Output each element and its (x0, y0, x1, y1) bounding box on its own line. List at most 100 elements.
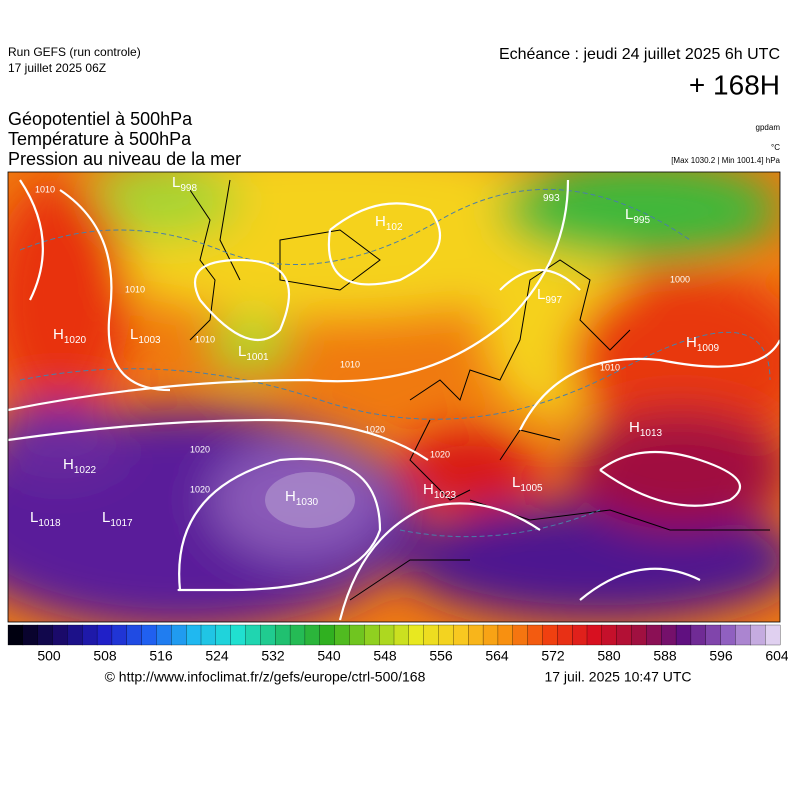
colorbar-swatch (304, 624, 321, 646)
center-kind: L (30, 509, 38, 526)
pressure-center: L998 (172, 174, 197, 194)
center-value: 1020 (64, 335, 87, 346)
pressure-center: L997 (537, 286, 562, 306)
colorbar-swatch (631, 624, 647, 646)
colorbar: 500 508 516 524 532 540 548 556 564 572 580 588 596 6… (7, 624, 788, 664)
isobar-label: 1000 (670, 274, 690, 284)
pressure-center: 993 (543, 193, 560, 204)
center-value: 102 (386, 222, 403, 233)
center-kind: L (172, 174, 180, 191)
center-kind: H (423, 481, 434, 498)
isobar-label: 1010 (600, 362, 620, 372)
center-kind: L (102, 509, 110, 526)
colorbar-tick-label: 532 (261, 648, 285, 664)
center-value: 1023 (434, 490, 457, 501)
center-value: 1018 (38, 518, 61, 529)
center-kind: L (130, 326, 138, 343)
unit: gpdam (756, 123, 781, 132)
colorbar-swatch (349, 624, 365, 646)
colorbar-swatch (52, 624, 68, 646)
pressure-center: H1022 (63, 456, 97, 476)
center-value: 1030 (296, 497, 319, 508)
unit: °C (771, 143, 780, 152)
pressure-center: L1018 (30, 509, 61, 529)
colorbar-tick-label: 596 (709, 648, 733, 664)
pressure-center: H1030 (285, 488, 319, 508)
title: Géopotentiel à 500hPa (8, 109, 193, 129)
colorbar-tick-label: 508 (93, 648, 117, 664)
run-name: Run GEFS (run controle) (8, 45, 141, 59)
colorbar-swatch (705, 624, 722, 646)
colorbar-swatch (542, 624, 558, 646)
colorbar-tick-label: 588 (653, 648, 677, 664)
colorbar-tick-label: 564 (485, 648, 509, 664)
colorbar-swatch (586, 624, 603, 646)
center-kind: H (686, 334, 697, 351)
center-value: 1017 (110, 518, 133, 529)
colorbar-swatch (171, 624, 187, 646)
colorbar-swatch (438, 624, 454, 646)
pressure-center: L995 (625, 206, 650, 226)
isobar-label: 1020 (430, 449, 450, 459)
colorbar-swatch (497, 624, 514, 646)
colorbar-tick-label: 516 (149, 648, 173, 664)
center-kind: L (512, 474, 520, 491)
isobar-label: 1020 (190, 444, 210, 454)
colorbar-swatch (82, 624, 98, 646)
colorbar-swatch (408, 624, 425, 646)
center-value: 993 (543, 193, 560, 204)
colorbar-swatch (482, 624, 499, 646)
colorbar-swatch (661, 624, 677, 646)
title: Température à 500hPa (8, 129, 192, 149)
generated-time: 17 juil. 2025 10:47 UTC (544, 669, 691, 685)
colorbar-tick-label: 540 (317, 648, 341, 664)
isobar-label: 1010 (125, 284, 145, 294)
colorbar-swatch (319, 624, 336, 646)
colorbar-swatch (512, 624, 529, 646)
pressure-center: L1003 (130, 326, 161, 346)
colorbar-swatch (260, 624, 276, 646)
colorbar-swatch (289, 624, 306, 646)
colorbar-tick-label: 572 (541, 648, 565, 664)
colorbar-swatch (111, 624, 128, 646)
colorbar-swatch (126, 624, 143, 646)
colorbar-swatch (7, 624, 24, 646)
isobar-label: 1010 (35, 184, 55, 194)
colorbar-swatch (186, 624, 202, 646)
colorbar-swatch (527, 624, 543, 646)
colorbar-swatch (750, 624, 766, 646)
valid-time: Echéance : jeudi 24 juillet 2025 6h UTC (499, 46, 780, 63)
center-kind: L (537, 286, 545, 303)
colorbar-swatch (141, 624, 157, 646)
colorbar-swatch (646, 624, 662, 646)
colorbar-swatch (557, 624, 573, 646)
center-value: 997 (545, 295, 562, 306)
pressure-center: H102 (375, 213, 403, 233)
colorbar-swatch (735, 624, 751, 646)
isobar-label: 1020 (190, 484, 210, 494)
center-value: 995 (633, 215, 650, 226)
colorbar-swatch (423, 624, 439, 646)
colorbar-swatch (215, 624, 232, 646)
colorbar-swatch (675, 624, 692, 646)
isobar-label: 1020 (365, 424, 385, 434)
center-kind: L (625, 206, 633, 223)
pressure-center: L1001 (238, 343, 269, 363)
lead-time: + 168H (689, 69, 780, 100)
pressure-center: H1023 (423, 481, 457, 501)
center-kind: H (629, 419, 640, 436)
colorbar-tick-label: 604 (765, 648, 788, 664)
center-kind: H (375, 213, 386, 230)
source-url: © http://www.infoclimat.fr/z/gefs/europe… (105, 669, 426, 685)
pressure-center: L1005 (512, 474, 543, 494)
colorbar-swatch (334, 624, 350, 646)
map-frame (7, 171, 781, 623)
colorbar-swatch (364, 624, 380, 646)
center-value: 1022 (74, 465, 97, 476)
colorbar-swatch (601, 624, 618, 646)
center-value: 1005 (520, 483, 543, 494)
colorbar-swatch (453, 624, 469, 646)
